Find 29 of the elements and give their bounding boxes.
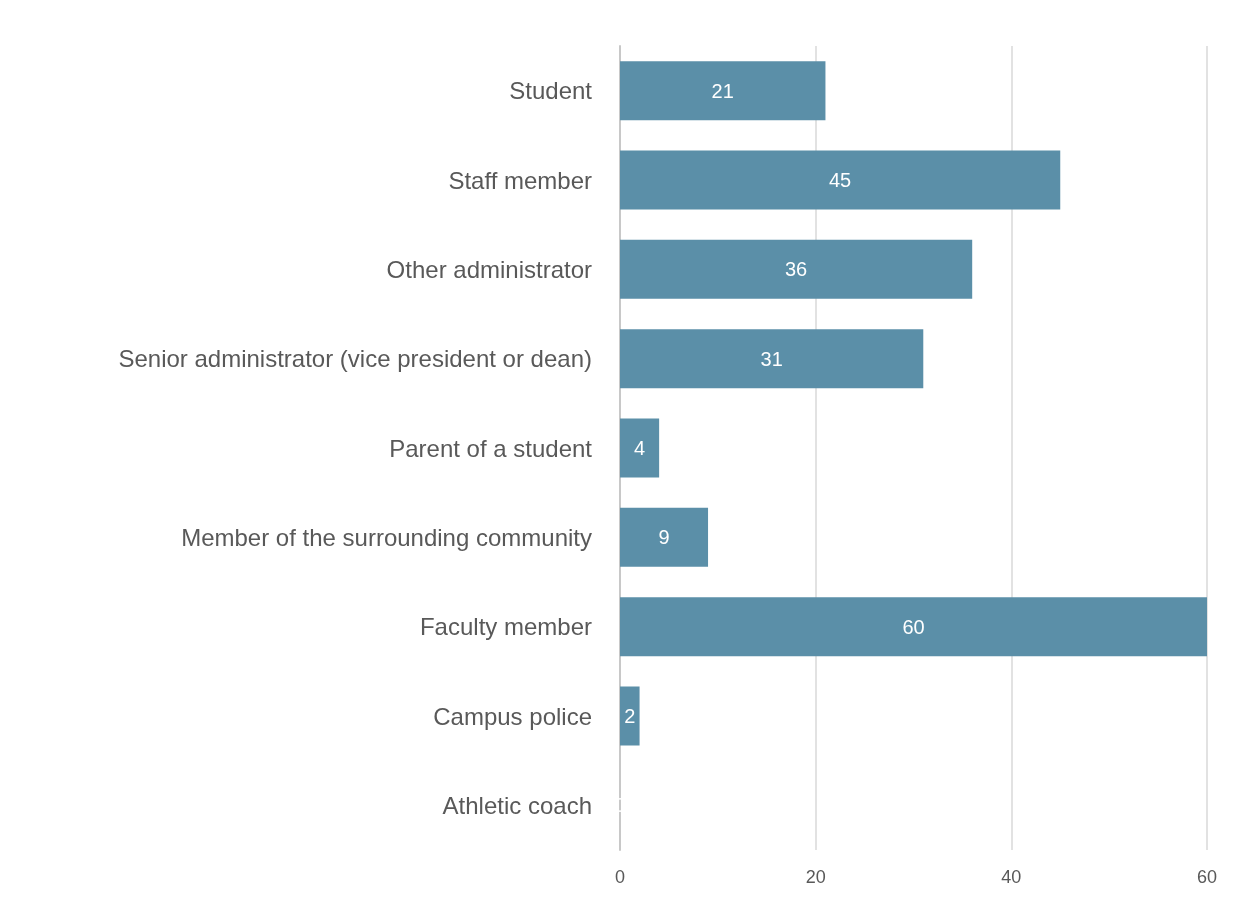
bar [620, 150, 1061, 210]
bar [620, 61, 826, 121]
y-tick-label: Student [509, 77, 593, 105]
y-tick-label: Parent of a student [389, 434, 593, 462]
data-label: 60 [902, 615, 925, 638]
y-tick-label: Faculty member [419, 613, 592, 641]
data-label: 36 [784, 258, 808, 281]
bar [620, 686, 640, 746]
data-label: 31 [760, 347, 783, 370]
x-tick-label: 60 [1196, 867, 1218, 887]
y-tick-label: Staff member [448, 166, 592, 194]
bar [620, 507, 709, 567]
x-tick-label: 0 [614, 867, 626, 887]
data-label: 9 [658, 526, 670, 549]
data-label: 4 [634, 437, 646, 459]
y-tick-label: Senior administrator (vice president or dean) [118, 345, 592, 373]
data-label: 21 [711, 79, 734, 102]
data-label: 2 [624, 705, 636, 727]
y-tick-label: Campus police [433, 702, 592, 730]
x-tick-label: 40 [1001, 867, 1022, 887]
x-tick-label: 20 [805, 867, 826, 887]
bar [620, 329, 924, 389]
y-tick-label: Other administrator [386, 255, 593, 283]
bar [620, 418, 660, 478]
y-tick-label: Athletic coach [442, 791, 592, 819]
data-label: 45 [829, 169, 852, 191]
bar [620, 597, 1207, 657]
y-tick-label: Member of the surrounding community [181, 523, 592, 551]
bar [620, 239, 973, 299]
